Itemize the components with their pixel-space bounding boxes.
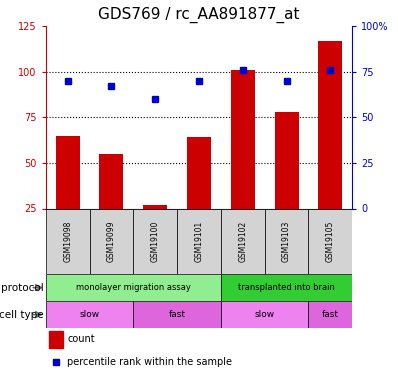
Text: transplanted into brain: transplanted into brain [238, 283, 335, 292]
Bar [46, 301, 133, 328]
Text: GDS769 / rc_AA891877_at: GDS769 / rc_AA891877_at [98, 7, 300, 23]
Bar [275, 112, 298, 254]
Text: GSM19100: GSM19100 [151, 220, 160, 262]
Bar [46, 274, 221, 301]
Bar [177, 209, 221, 274]
Text: GSM19098: GSM19098 [63, 220, 72, 262]
Text: fast: fast [169, 310, 185, 319]
Bar [308, 301, 352, 328]
Bar [49, 331, 62, 348]
Bar [133, 301, 221, 328]
Text: GSM19101: GSM19101 [195, 220, 203, 262]
Bar [133, 209, 177, 274]
Text: percentile rank within the sample: percentile rank within the sample [67, 357, 232, 367]
Text: GSM19102: GSM19102 [238, 220, 247, 262]
Text: fast: fast [322, 310, 339, 319]
Text: monolayer migration assay: monolayer migration assay [76, 283, 191, 292]
Text: GSM19105: GSM19105 [326, 220, 335, 262]
Text: cell type: cell type [0, 310, 44, 320]
Bar [318, 41, 342, 254]
Bar [90, 209, 133, 274]
Bar [143, 205, 167, 254]
Bar [187, 137, 211, 254]
Bar [56, 136, 80, 254]
Bar [308, 209, 352, 274]
Bar [221, 274, 352, 301]
Text: protocol: protocol [1, 283, 44, 292]
Text: count: count [67, 334, 95, 344]
Text: slow: slow [255, 310, 275, 319]
Text: GSM19099: GSM19099 [107, 220, 116, 262]
Text: GSM19103: GSM19103 [282, 220, 291, 262]
Bar [231, 70, 255, 254]
Bar [46, 209, 90, 274]
Bar [100, 154, 123, 254]
Bar [221, 301, 308, 328]
Text: slow: slow [80, 310, 100, 319]
Bar [265, 209, 308, 274]
Bar [221, 209, 265, 274]
